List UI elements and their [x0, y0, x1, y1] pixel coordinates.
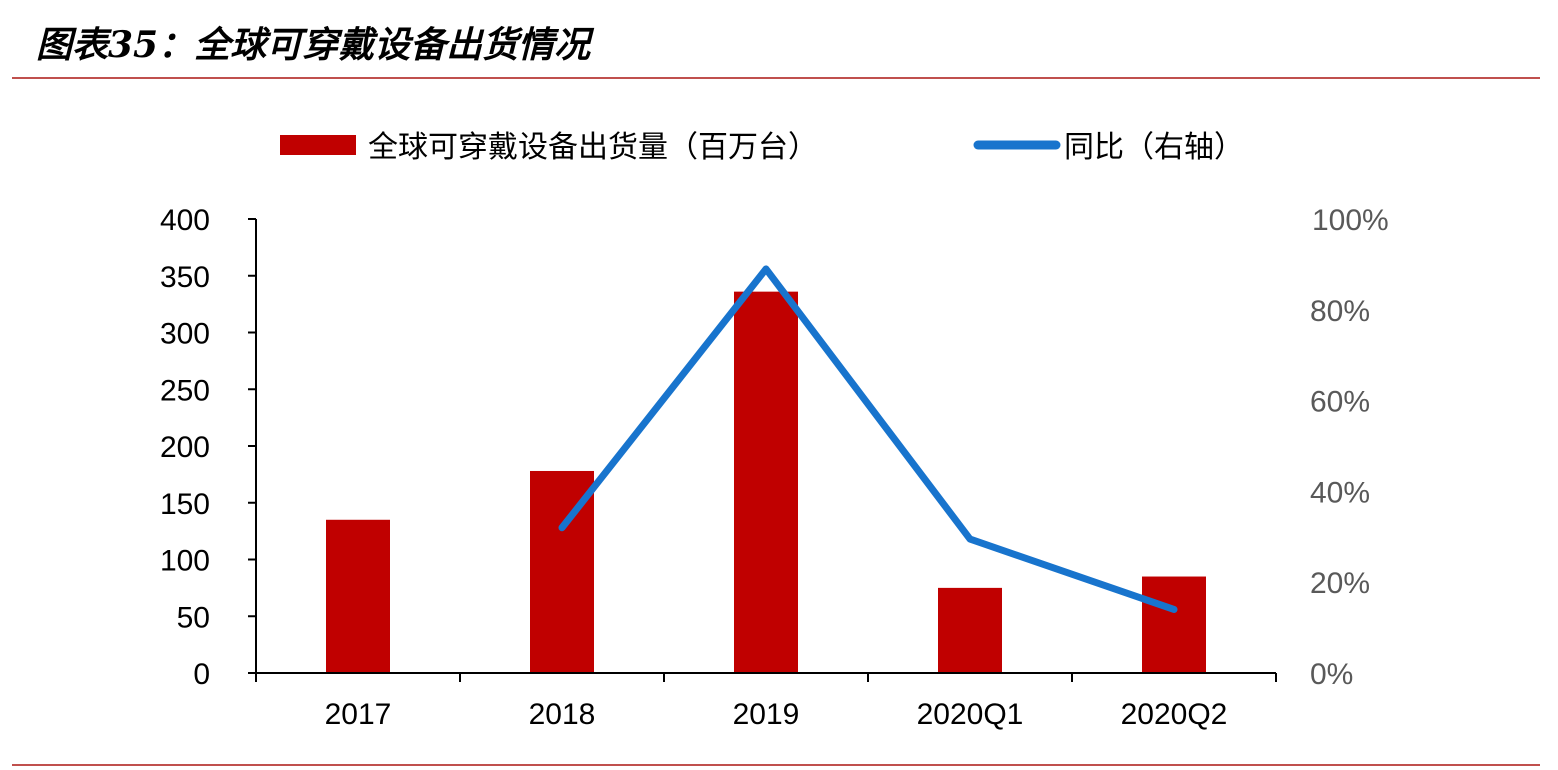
legend-line-label: 同比（右轴）: [1064, 130, 1244, 165]
right-tick-label: 20%: [1310, 567, 1370, 600]
x-tick-label: 2020Q2: [1121, 698, 1228, 731]
right-tick-label: 80%: [1310, 295, 1370, 328]
left-tick-label: 350: [160, 261, 210, 294]
figure-title: 图表35：全球可穿戴设备出货情况: [36, 24, 591, 66]
bar-2020Q2: [1142, 576, 1206, 673]
right-tick-label: 60%: [1310, 386, 1370, 419]
right-tick-label: 100%: [1312, 204, 1389, 237]
x-tick-label: 2019: [733, 698, 800, 731]
left-tick-label: 0: [193, 658, 210, 691]
axes: [255, 219, 1277, 682]
left-tick-label: 250: [160, 374, 210, 407]
x-axis-labels: 2017 2018 2019 2020Q1 2020Q2: [325, 698, 1228, 731]
left-tick-label: 300: [160, 318, 210, 351]
legend-bar-swatch: [280, 135, 356, 155]
bar-2019: [734, 291, 798, 673]
right-axis: 0% 20% 40% 60% 80% 100%: [1310, 204, 1389, 691]
top-divider: [12, 77, 1540, 79]
legend: 全球可穿戴设备出货量（百万台） 同比（右轴）: [280, 130, 1244, 165]
x-tick-label: 2018: [529, 698, 596, 731]
x-tick-label: 2017: [325, 698, 392, 731]
bottom-divider: [12, 764, 1540, 766]
x-tick-label: 2020Q1: [917, 698, 1024, 731]
left-tick-label: 150: [160, 488, 210, 521]
left-axis: 0 50 100 150 200 250 300 350 400: [160, 204, 256, 691]
left-tick-label: 50: [177, 601, 210, 634]
bar-series: [326, 291, 1206, 673]
legend-bar-label: 全球可穿戴设备出货量（百万台）: [368, 130, 818, 165]
bar-2020Q1: [938, 587, 1002, 673]
left-tick-label: 100: [160, 545, 210, 578]
yoy-line: [558, 265, 1178, 613]
left-tick-label: 200: [160, 431, 210, 464]
left-tick-label: 400: [160, 204, 210, 237]
right-tick-label: 0%: [1310, 658, 1353, 691]
right-tick-label: 40%: [1310, 476, 1370, 509]
line-series: [558, 265, 1178, 613]
bar-2017: [326, 519, 390, 673]
